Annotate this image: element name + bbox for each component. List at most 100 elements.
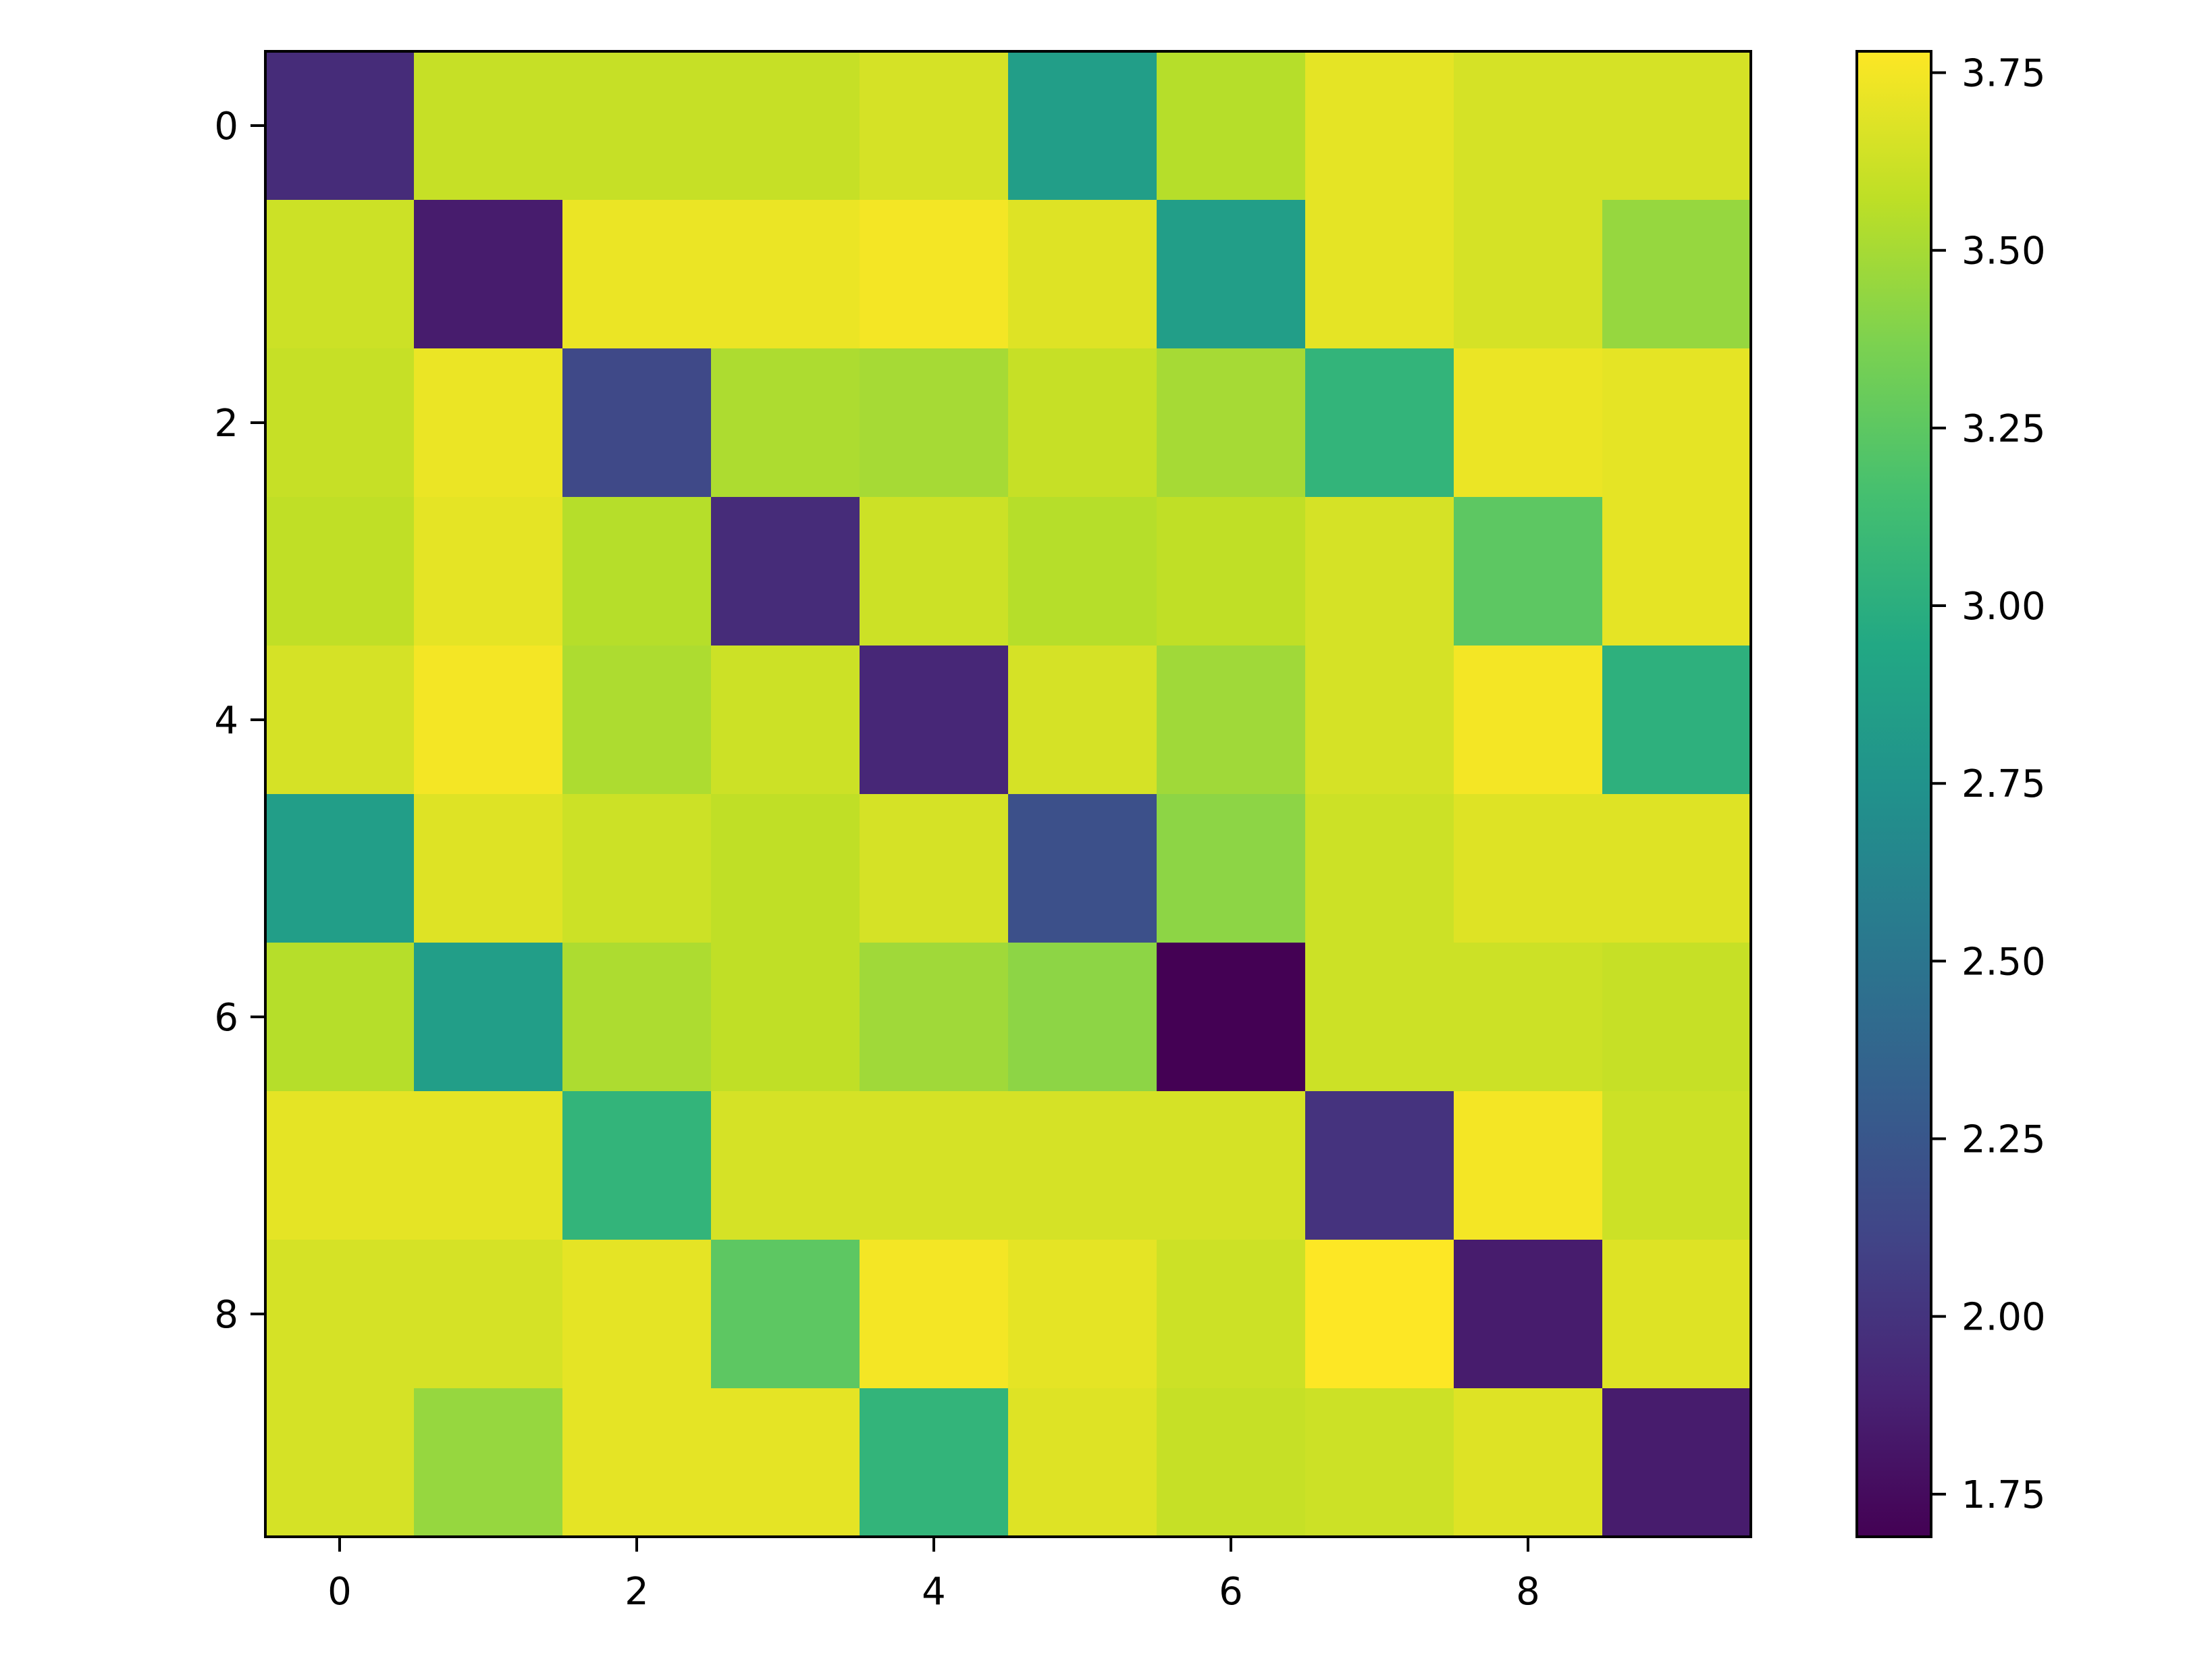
heatmap-cell-r6-c7 xyxy=(1305,943,1454,1092)
heatmap-cell-r7-c2 xyxy=(562,1091,712,1240)
heatmap-cell-r5-c4 xyxy=(860,794,1009,943)
heatmap-cell-r1-c0 xyxy=(265,200,415,349)
heatmap-cell-r2-c8 xyxy=(1454,348,1603,498)
heatmap-cell-r2-c0 xyxy=(265,348,415,498)
heatmap-cell-r3-c1 xyxy=(414,497,563,646)
heatmap-cell-r9-c3 xyxy=(711,1388,860,1537)
heatmap-cell-r6-c8 xyxy=(1454,943,1603,1092)
heatmap-cell-r8-c6 xyxy=(1157,1240,1306,1389)
heatmap-cell-r1-c3 xyxy=(711,200,860,349)
heatmap-cell-r5-c7 xyxy=(1305,794,1454,943)
heatmap-cell-r3-c8 xyxy=(1454,497,1603,646)
heatmap-cell-r7-c8 xyxy=(1454,1091,1603,1240)
y-tick-label: 4 xyxy=(214,699,238,743)
heatmap-cell-r8-c1 xyxy=(414,1240,563,1389)
y-tick-label: 2 xyxy=(214,402,238,446)
heatmap-cell-r5-c3 xyxy=(711,794,860,943)
colorbar-tick-label: 3.00 xyxy=(1961,585,2046,629)
heatmap-cell-r8-c5 xyxy=(1008,1240,1157,1389)
heatmap-cell-r5-c5 xyxy=(1008,794,1157,943)
heatmap-cell-r1-c6 xyxy=(1157,200,1306,349)
heatmap-cell-r2-c2 xyxy=(562,348,712,498)
heatmap-cell-r0-c9 xyxy=(1602,51,1752,201)
heatmap-cell-r4-c8 xyxy=(1454,646,1603,795)
heatmap-cell-r5-c9 xyxy=(1602,794,1752,943)
heatmap-cell-r3-c2 xyxy=(562,497,712,646)
heatmap-cell-r9-c9 xyxy=(1602,1388,1752,1537)
heatmap-cell-r7-c4 xyxy=(860,1091,1009,1240)
heatmap-cell-r0-c2 xyxy=(562,51,712,201)
heatmap-cell-r8-c0 xyxy=(265,1240,415,1389)
plot-frame xyxy=(264,50,1752,1538)
heatmap-cell-r5-c0 xyxy=(265,794,415,943)
heatmap-cell-r7-c1 xyxy=(414,1091,563,1240)
heatmap-cells xyxy=(265,51,1752,1537)
heatmap-cell-r8-c4 xyxy=(860,1240,1009,1389)
heatmap-cell-r1-c5 xyxy=(1008,200,1157,349)
colorbar-frame xyxy=(1855,50,1932,1538)
colorbar-tick-label: 2.50 xyxy=(1961,940,2046,984)
heatmap-cell-r9-c0 xyxy=(265,1388,415,1537)
heatmap-cell-r0-c4 xyxy=(860,51,1009,201)
heatmap-cell-r9-c7 xyxy=(1305,1388,1454,1537)
x-tick-label: 4 xyxy=(922,1570,946,1614)
heatmap-cell-r8-c2 xyxy=(562,1240,712,1389)
heatmap-cell-r9-c2 xyxy=(562,1388,712,1537)
heatmap-cell-r8-c9 xyxy=(1602,1240,1752,1389)
heatmap-cell-r0-c8 xyxy=(1454,51,1603,201)
heatmap-cell-r1-c2 xyxy=(562,200,712,349)
heatmap-cell-r5-c6 xyxy=(1157,794,1306,943)
heatmap-cell-r2-c9 xyxy=(1602,348,1752,498)
heatmap-cell-r3-c9 xyxy=(1602,497,1752,646)
colorbar-tick-label: 1.75 xyxy=(1961,1473,2046,1517)
heatmap-cell-r9-c4 xyxy=(860,1388,1009,1537)
heatmap-cell-r4-c3 xyxy=(711,646,860,795)
colorbar-tick-label: 2.25 xyxy=(1961,1118,2046,1162)
heatmap-cell-r4-c4 xyxy=(860,646,1009,795)
heatmap-cell-r2-c3 xyxy=(711,348,860,498)
heatmap-cell-r4-c6 xyxy=(1157,646,1306,795)
heatmap-cell-r5-c8 xyxy=(1454,794,1603,943)
heatmap-cell-r0-c7 xyxy=(1305,51,1454,201)
heatmap-cell-r3-c6 xyxy=(1157,497,1306,646)
y-axis: 0 2 4 6 8 xyxy=(214,105,265,1337)
colorbar-ticks: 1.75 2.00 2.25 2.50 2.75 3.00 3.25 3.50 3.75 xyxy=(1931,52,2046,1517)
heatmap-cell-r4-c0 xyxy=(265,646,415,795)
heatmap-cell-r7-c3 xyxy=(711,1091,860,1240)
colorbar-tick-label: 2.75 xyxy=(1961,762,2046,806)
heatmap-cell-r0-c5 xyxy=(1008,51,1157,201)
heatmap-cell-r6-c1 xyxy=(414,943,563,1092)
heatmap-cell-r3-c4 xyxy=(860,497,1009,646)
y-tick-label: 8 xyxy=(214,1293,238,1337)
colorbar-tick-label: 3.75 xyxy=(1961,52,2046,96)
heatmap-cell-r2-c5 xyxy=(1008,348,1157,498)
x-tick-label: 8 xyxy=(1516,1570,1540,1614)
heatmap-cell-r2-c1 xyxy=(414,348,563,498)
x-tick-label: 6 xyxy=(1219,1570,1243,1614)
heatmap-cell-r7-c7 xyxy=(1305,1091,1454,1240)
heatmap-cell-r1-c9 xyxy=(1602,200,1752,349)
heatmap-cell-r0-c6 xyxy=(1157,51,1306,201)
heatmap-cell-r9-c1 xyxy=(414,1388,563,1537)
heatmap-cell-r0-c0 xyxy=(265,51,415,201)
heatmap-cell-r6-c3 xyxy=(711,943,860,1092)
heatmap-cell-r3-c5 xyxy=(1008,497,1157,646)
x-tick-label: 2 xyxy=(625,1570,649,1614)
heatmap-cell-r6-c4 xyxy=(860,943,1009,1092)
heatmap-cell-r9-c5 xyxy=(1008,1388,1157,1537)
heatmap-cell-r4-c5 xyxy=(1008,646,1157,795)
colorbar: 1.75 2.00 2.25 2.50 2.75 3.00 3.25 3.50 3.75 xyxy=(1855,50,2046,1538)
y-tick-label: 0 xyxy=(214,105,238,149)
colorbar-tick-label: 2.00 xyxy=(1961,1296,2046,1340)
heatmap-cell-r2-c6 xyxy=(1157,348,1306,498)
heatmap-cell-r4-c2 xyxy=(562,646,712,795)
colorbar-gradient xyxy=(1857,51,1931,1537)
heatmap-cell-r3-c0 xyxy=(265,497,415,646)
heatmap-cell-r0-c1 xyxy=(414,51,563,201)
heatmap-cell-r4-c9 xyxy=(1602,646,1752,795)
heatmap-cell-r4-c1 xyxy=(414,646,563,795)
heatmap-cell-r8-c8 xyxy=(1454,1240,1603,1389)
heatmap-cell-r9-c6 xyxy=(1157,1388,1306,1537)
heatmap-cell-r1-c7 xyxy=(1305,200,1454,349)
x-axis: 0 2 4 6 8 xyxy=(327,1537,1540,1614)
